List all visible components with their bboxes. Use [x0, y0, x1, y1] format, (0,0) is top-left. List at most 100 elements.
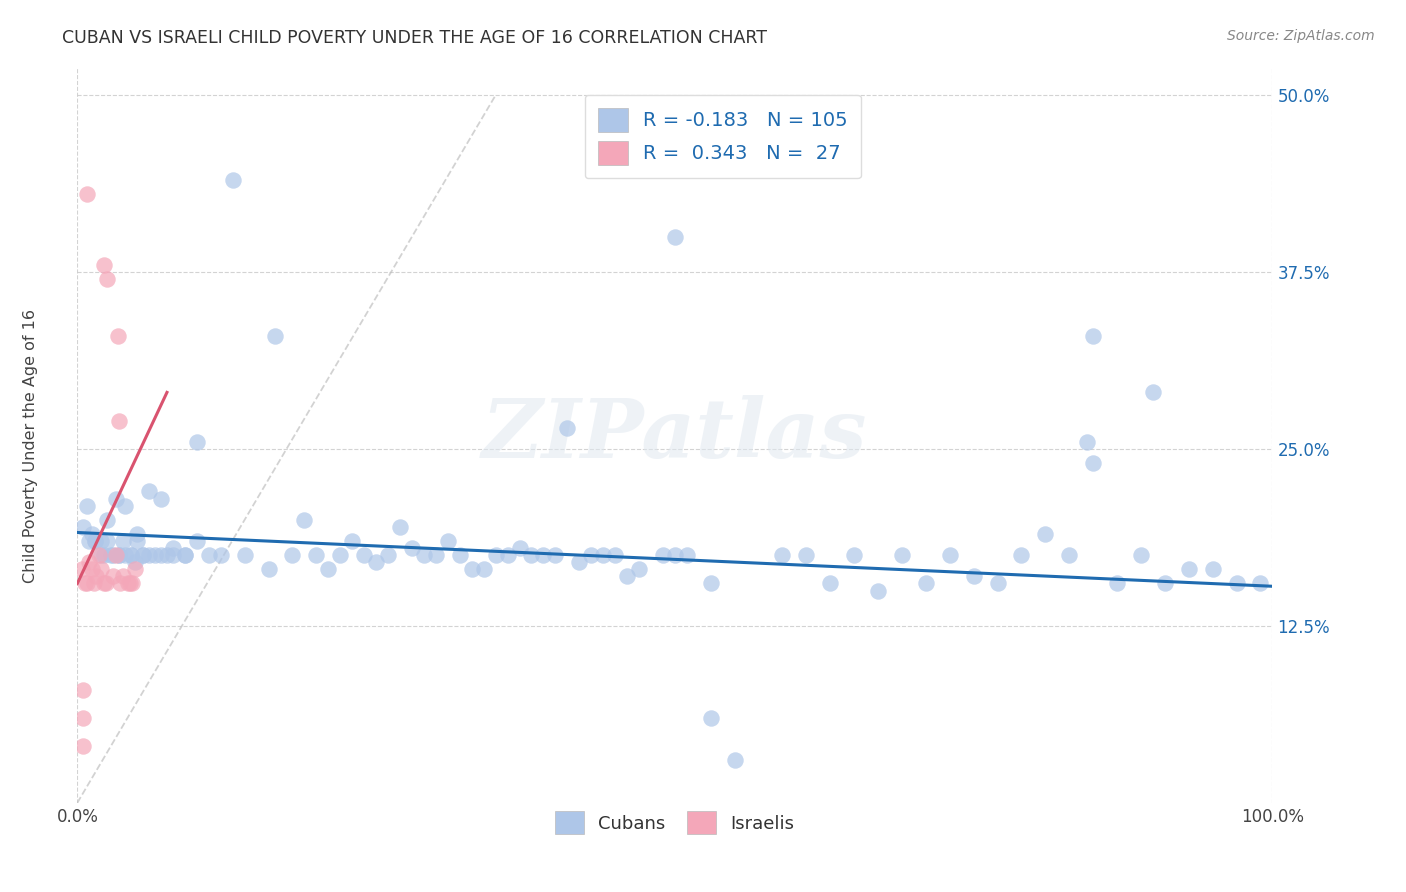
Point	[292, 513, 315, 527]
Point	[557, 421, 579, 435]
Point	[520, 548, 543, 562]
Point	[79, 533, 101, 548]
Point	[1107, 576, 1129, 591]
Point	[70, 562, 93, 576]
Point	[110, 576, 132, 591]
Point	[1201, 562, 1223, 576]
Point	[592, 548, 614, 562]
Point	[80, 562, 103, 576]
Point	[844, 548, 866, 562]
Point	[96, 533, 118, 548]
Point	[132, 548, 155, 562]
Point	[533, 548, 555, 562]
Point	[127, 533, 149, 548]
Text: CUBAN VS ISRAELI CHILD POVERTY UNDER THE AGE OF 16 CORRELATION CHART: CUBAN VS ISRAELI CHILD POVERTY UNDER THE…	[62, 29, 766, 46]
Point	[987, 576, 1010, 591]
Point	[425, 548, 447, 562]
Point	[724, 753, 747, 767]
Point	[93, 576, 115, 591]
Point	[1076, 434, 1098, 449]
Point	[73, 576, 96, 591]
Point	[103, 569, 124, 583]
Text: Child Poverty Under the Age of 16: Child Poverty Under the Age of 16	[24, 309, 38, 583]
Point	[120, 548, 142, 562]
Point	[461, 562, 484, 576]
Point	[1035, 527, 1057, 541]
Point	[1130, 548, 1153, 562]
Point	[186, 533, 208, 548]
Point	[1083, 456, 1105, 470]
Point	[118, 576, 141, 591]
Point	[111, 569, 134, 583]
Point	[1154, 576, 1177, 591]
Point	[484, 548, 508, 562]
Point	[401, 541, 423, 555]
Point	[1142, 385, 1164, 400]
Point	[108, 548, 131, 562]
Point	[84, 533, 107, 548]
Point	[124, 562, 146, 576]
Point	[413, 548, 436, 562]
Point	[197, 548, 219, 562]
Point	[1083, 328, 1105, 343]
Point	[76, 576, 98, 591]
Point	[162, 541, 184, 555]
Point	[100, 548, 122, 562]
Point	[162, 548, 184, 562]
Point	[664, 229, 686, 244]
Point	[209, 548, 232, 562]
Point	[509, 541, 531, 555]
Point	[820, 576, 842, 591]
Point	[108, 414, 131, 428]
Point	[568, 555, 591, 569]
Point	[120, 548, 142, 562]
Point	[76, 187, 98, 202]
Point	[138, 484, 160, 499]
Point	[281, 548, 304, 562]
Point	[114, 499, 136, 513]
Point	[700, 576, 723, 591]
Point	[90, 533, 112, 548]
Point	[1059, 548, 1081, 562]
Point	[114, 548, 136, 562]
Point	[96, 513, 118, 527]
Point	[90, 548, 112, 562]
Point	[186, 434, 208, 449]
Point	[233, 548, 256, 562]
Point	[117, 576, 139, 591]
Point	[76, 499, 98, 513]
Point	[305, 548, 328, 562]
Point	[80, 527, 103, 541]
Point	[366, 555, 388, 569]
Text: Source: ZipAtlas.com: Source: ZipAtlas.com	[1227, 29, 1375, 43]
Point	[318, 562, 340, 576]
Point	[150, 548, 173, 562]
Point	[93, 258, 115, 272]
Point	[449, 548, 471, 562]
Point	[605, 548, 627, 562]
Point	[377, 548, 399, 562]
Point	[581, 548, 603, 562]
Point	[103, 548, 124, 562]
Point	[437, 533, 460, 548]
Point	[111, 533, 134, 548]
Point	[353, 548, 375, 562]
Point	[104, 548, 127, 562]
Point	[700, 711, 723, 725]
Point	[143, 548, 166, 562]
Point	[83, 576, 105, 591]
Point	[108, 548, 131, 562]
Point	[772, 548, 794, 562]
Point	[676, 548, 699, 562]
Point	[388, 520, 412, 534]
Point	[86, 569, 108, 583]
Point	[84, 533, 107, 548]
Point	[104, 491, 127, 506]
Point	[79, 555, 101, 569]
Point	[329, 548, 352, 562]
Point	[263, 328, 285, 343]
Text: ZIPatlas: ZIPatlas	[482, 395, 868, 475]
Point	[1250, 576, 1272, 591]
Point	[94, 576, 117, 591]
Point	[868, 583, 890, 598]
